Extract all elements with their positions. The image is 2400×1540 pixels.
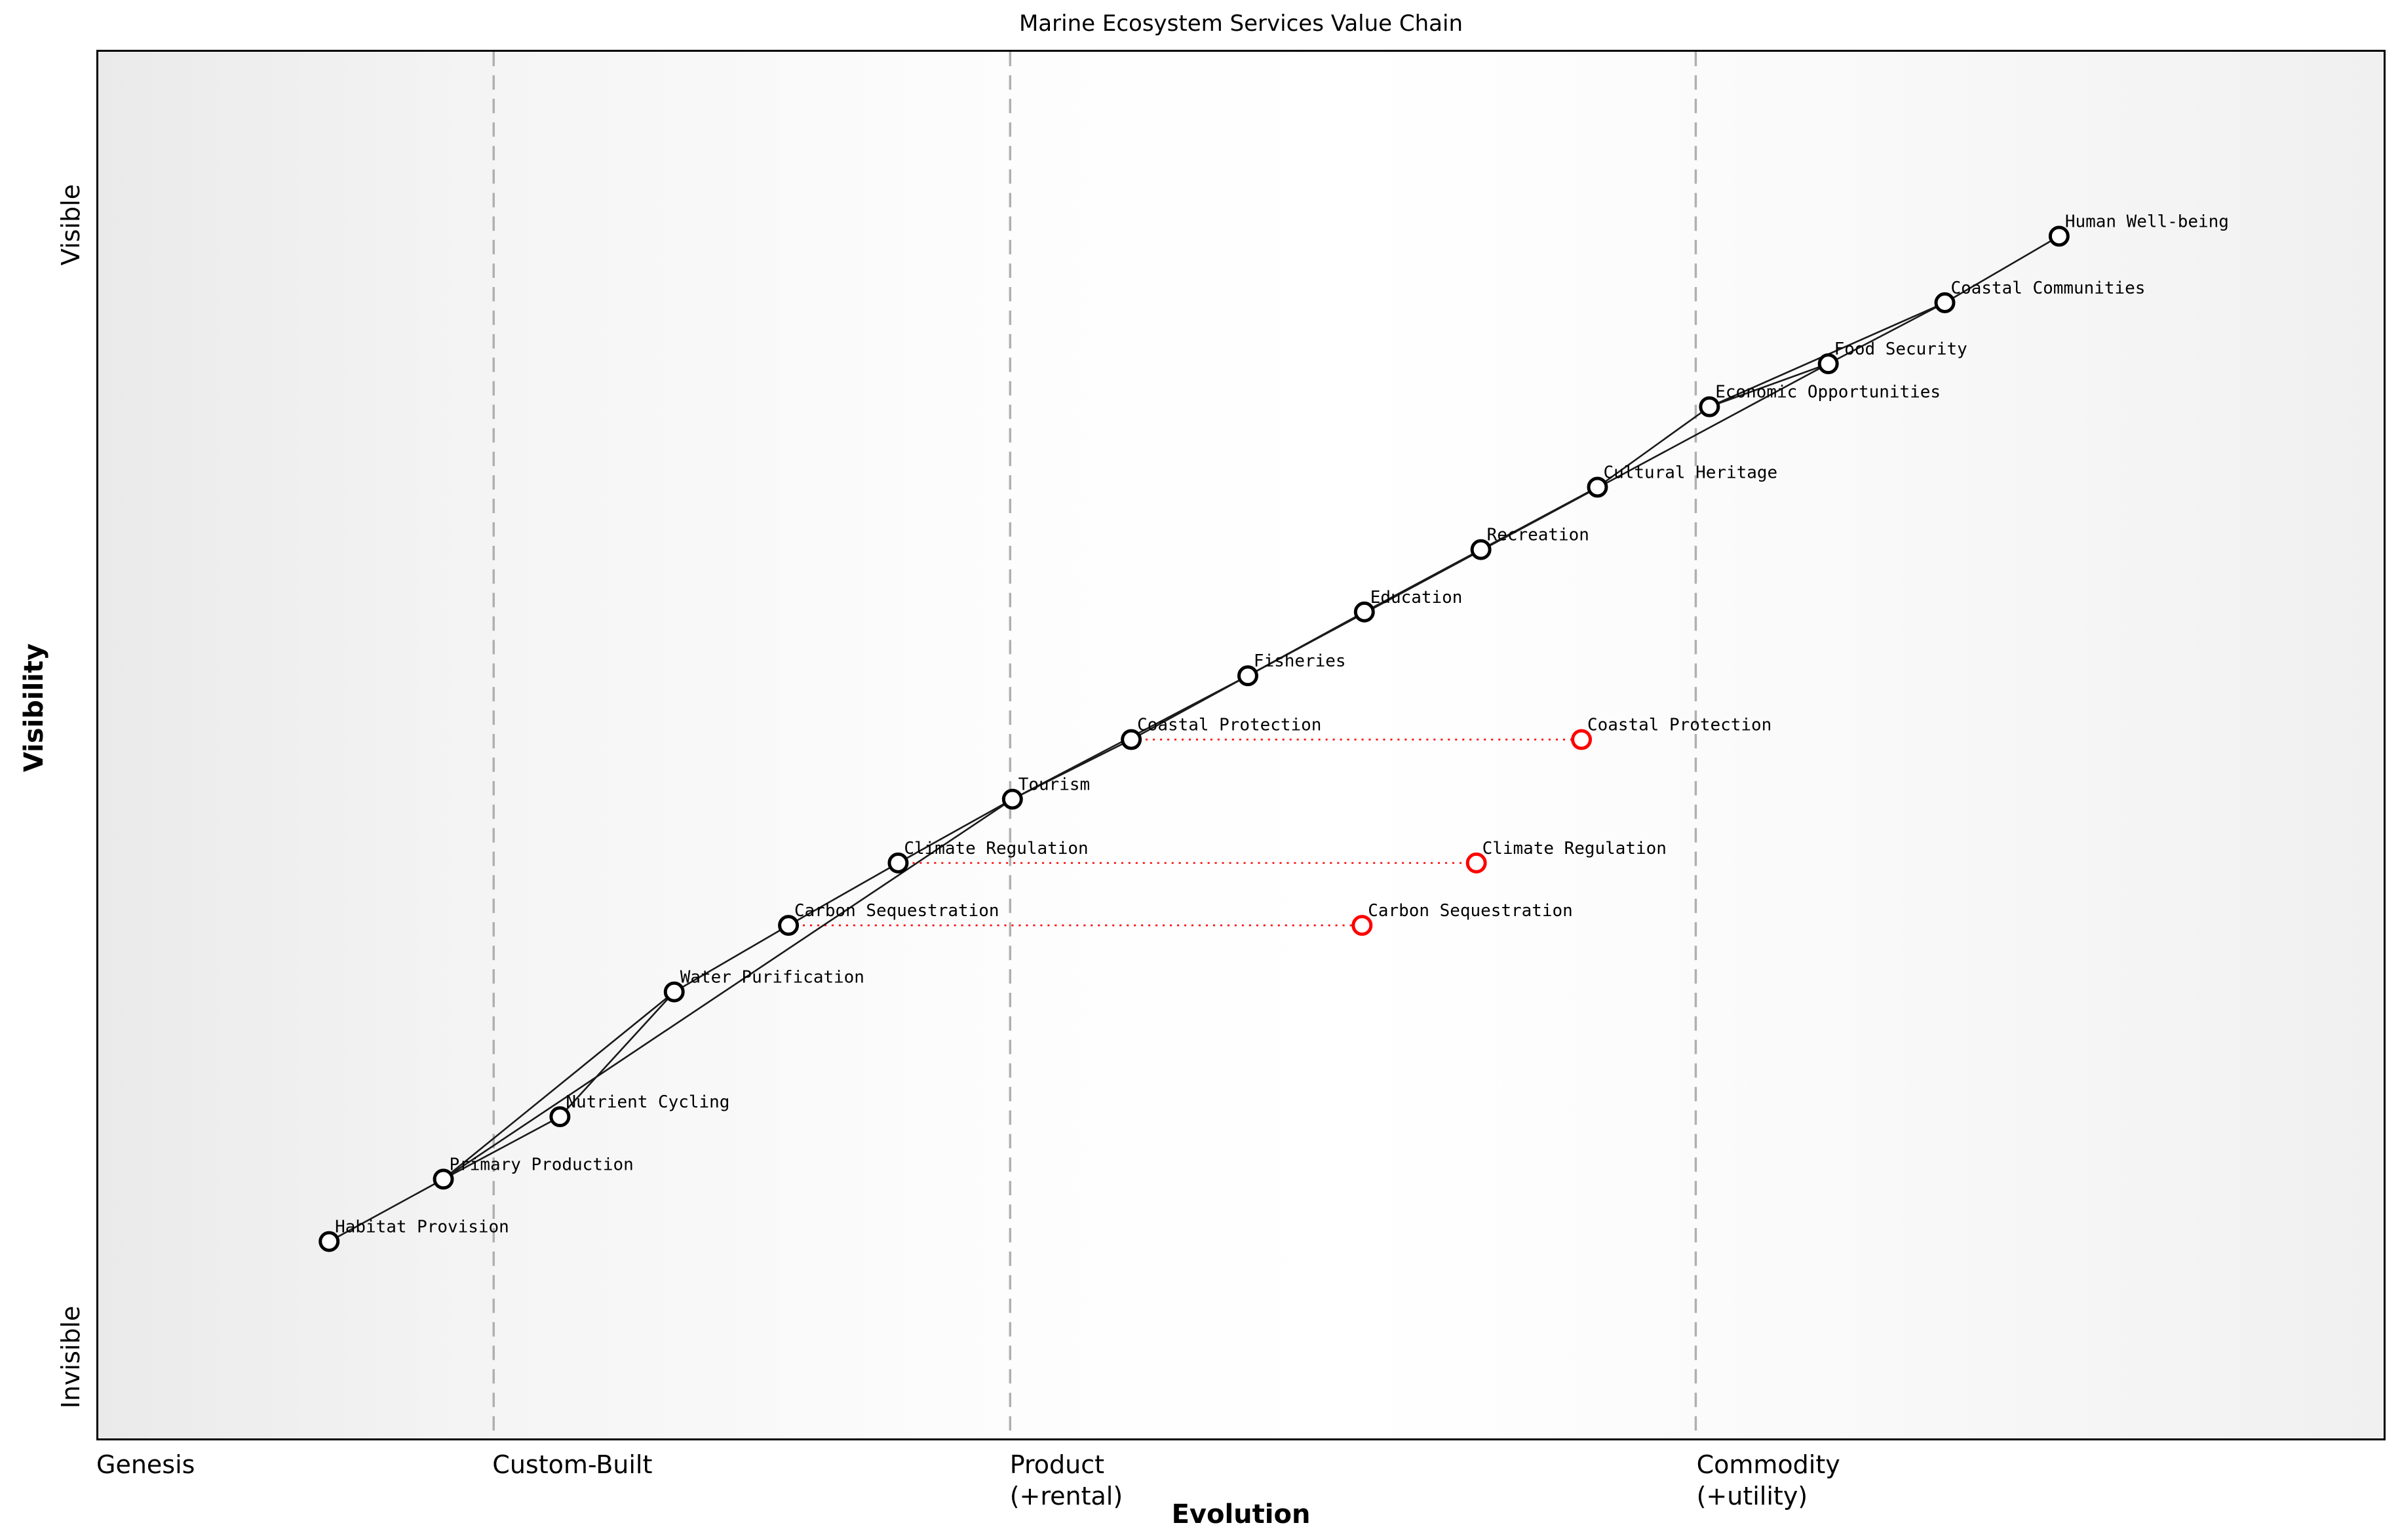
y-axis-title: Visibility [19,643,49,773]
node-label: Carbon Sequestration [794,901,999,921]
component-node [778,915,800,936]
component-node [663,981,685,1003]
node-label: Climate Regulation [1482,839,1667,858]
evolved-node [1571,729,1593,750]
evolved-node [1465,852,1487,874]
node-label: Climate Regulation [904,839,1088,858]
component-node [1121,729,1142,750]
node-label: Nutrient Cycling [566,1092,729,1112]
x-tick-label: Commodity (+utility) [1696,1450,1840,1511]
component-node [319,1231,340,1252]
value-chain-edge [559,991,675,1117]
value-chain-edge [1481,486,1598,550]
value-chain-edge [1944,235,2060,304]
node-label: Fisheries [1254,651,1346,671]
value-chain-edge [328,1178,444,1242]
node-label: Coastal Protection [1137,716,1321,735]
component-node [1587,476,1608,498]
node-label: Education [1370,588,1463,607]
value-chain-edge [442,991,675,1180]
node-label: Recreation [1487,526,1589,545]
component-node [1934,292,1956,313]
value-chain-edge [442,798,1013,1180]
x-tick-label: Genesis [96,1450,195,1479]
value-chain-edge [1597,406,1711,488]
evolved-node [1351,915,1373,936]
component-node [1353,601,1375,623]
node-label: Water Purification [680,968,864,988]
node-label: Carbon Sequestration [1368,901,1573,921]
value-chain-edge [788,862,899,927]
node-label: Cultural Heritage [1603,463,1777,482]
component-node [1237,665,1258,687]
x-tick-label: Product (+rental) [1009,1450,1123,1511]
x-axis-title: Evolution [1171,1499,1311,1530]
node-label: Habitat Provision [335,1218,509,1237]
x-tick-label: Custom-Built [492,1450,653,1479]
node-label: Human Well-being [2065,212,2229,231]
component-node [1699,396,1720,417]
chart-title: Marine Ecosystem Services Value Chain [1018,10,1463,37]
component-node [549,1106,571,1128]
component-node [1817,353,1839,375]
node-label: Coastal Protection [1587,716,1771,735]
component-node [2048,225,2070,247]
component-node [1001,788,1023,810]
plot-area: Habitat Provision Primary Production Nutri… [96,50,2386,1440]
node-label: Food Security [1834,339,1967,359]
value-chain-edge [1709,362,1829,408]
value-chain-edge [897,798,1013,864]
value-chain-edge [442,1115,560,1180]
y-tick-label: Visible [56,184,85,266]
chart-svg: Habitat Provision Primary Production Nutri… [319,52,2229,1438]
node-label: Economic Opportunities [1715,383,1941,402]
component-node [1470,539,1492,560]
component-node [433,1168,454,1190]
component-node [887,852,909,874]
node-label: Primary Production [450,1155,634,1174]
y-tick-label: Invisible [56,1305,85,1409]
value-chain-edge [1828,301,1946,365]
value-chain-edge [674,924,789,993]
node-label: Coastal Communities [1950,279,2145,298]
node-label: Tourism [1018,775,1090,795]
value-chain-edge [1131,675,1248,741]
value-chain-edge [1364,549,1482,613]
